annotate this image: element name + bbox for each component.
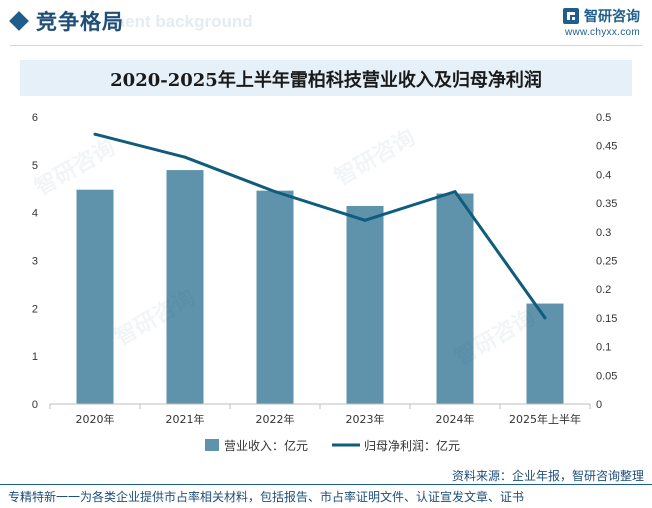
chart-title: 2020-2025年上半年雷柏科技营业收入及归母净利润	[110, 70, 542, 91]
net-profit-line	[94, 132, 547, 319]
left-tick-label: 5	[32, 160, 38, 172]
line-point	[363, 218, 367, 222]
left-tick-label: 1	[32, 351, 38, 363]
right-tick-label: 0.25	[596, 256, 617, 268]
legend-bar-label: 营业收入：亿元	[224, 438, 308, 453]
x-tick-label: 2021年	[166, 412, 205, 426]
line-point	[453, 190, 457, 194]
chart: 0 1 2 3 4 5 6 0 0.05 0.1 0.15 0.2 0.25 0.3 0.35 0.4 0.45…	[32, 112, 618, 453]
bar	[76, 189, 114, 404]
brand: 智研咨询 www.chyxx.com	[562, 6, 640, 38]
x-tick-label: 2022年	[256, 412, 295, 426]
left-tick-label: 4	[32, 208, 38, 220]
section-title: 竞争格局	[36, 10, 124, 34]
footer-divider	[0, 484, 652, 485]
bar	[166, 170, 204, 404]
bar	[256, 190, 294, 404]
header: ment background 竞争格局 智研咨询 www.chyxx.com	[0, 0, 652, 46]
left-tick-label: 6	[32, 112, 38, 124]
legend-line-label: 归母净利润：亿元	[364, 438, 460, 453]
bar	[436, 193, 474, 404]
right-tick-label: 0.1	[596, 342, 611, 354]
right-tick-label: 0.05	[596, 370, 617, 382]
x-tick-label: 2024年	[436, 412, 475, 426]
left-tick-label: 0	[32, 399, 38, 411]
right-tick-label: 0	[596, 399, 602, 411]
x-tick-label: 2020年	[76, 412, 115, 426]
brand-name: 智研咨询	[584, 9, 640, 25]
bar	[346, 205, 384, 404]
line-point	[273, 190, 277, 194]
right-tick-label: 0.2	[596, 284, 611, 296]
footer-note: 专精特新一一为各类企业提供市占率相关材料，包括报告、市占率证明文件、认证宣发文章…	[8, 490, 525, 504]
line-point	[543, 316, 547, 320]
left-tick-label: 2	[32, 303, 38, 315]
brand-url: www.chyxx.com	[564, 27, 640, 38]
right-tick-label: 0.4	[596, 169, 611, 181]
line-point	[93, 132, 97, 136]
legend-bar-swatch	[205, 439, 219, 451]
line-point	[183, 155, 187, 159]
header-divider	[10, 45, 642, 46]
right-tick-label: 0.45	[596, 141, 617, 153]
brand-logo-icon	[563, 8, 579, 24]
right-tick-label: 0.5	[596, 112, 611, 124]
source-note: 资料来源：企业年报，智研咨询整理	[451, 469, 644, 483]
right-tick-label: 0.35	[596, 198, 617, 210]
right-tick-label: 0.3	[596, 227, 611, 239]
x-tick-label: 2025年上半年	[509, 412, 581, 426]
left-tick-label: 3	[32, 256, 38, 268]
chart-title-band: 2020-2025年上半年雷柏科技营业收入及归母净利润	[20, 60, 632, 96]
bar	[526, 303, 564, 404]
x-tick-label: 2023年	[346, 412, 385, 426]
right-tick-label: 0.15	[596, 313, 617, 325]
header-watermark: ment background	[110, 12, 253, 31]
